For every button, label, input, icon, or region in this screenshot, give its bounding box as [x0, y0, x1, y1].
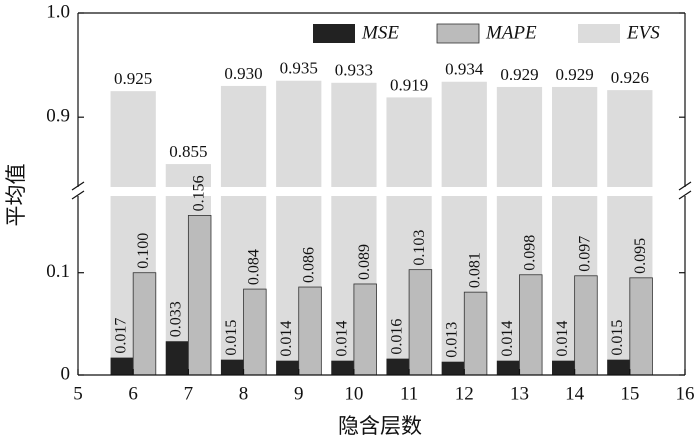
value-label: 0.016	[388, 319, 405, 355]
x-tick-label: 9	[294, 383, 304, 404]
value-label: 0.089	[356, 244, 373, 280]
x-tick-label: 6	[128, 383, 138, 404]
value-label: 0.929	[500, 65, 538, 84]
bar-evs	[552, 86, 598, 187]
bar-mape	[243, 288, 267, 376]
bar-mse	[220, 359, 244, 375]
x-tick-label: 15	[620, 383, 639, 404]
value-label: 0.014	[554, 321, 571, 357]
legend-label: MAPE	[485, 22, 537, 43]
bar-mse	[165, 341, 189, 375]
bar-mse	[441, 361, 465, 375]
value-label: 0.919	[390, 75, 428, 94]
x-tick-label: 10	[344, 383, 363, 404]
legend-swatch	[436, 23, 480, 44]
bar-evs	[386, 97, 432, 187]
bar-mape	[298, 286, 322, 376]
x-tick-label: 13	[510, 383, 529, 404]
value-label: 0.098	[521, 235, 538, 271]
legend: MSE MAPE EVS	[313, 22, 660, 44]
bar-mape	[408, 269, 433, 376]
legend-swatch	[578, 24, 620, 43]
bar-mape	[519, 274, 543, 376]
bar-evs	[607, 90, 653, 187]
bar-mape	[353, 283, 377, 376]
value-label: 0.015	[223, 320, 240, 356]
y-tick-label: 1.0	[46, 1, 70, 22]
value-label: 0.084	[246, 249, 263, 285]
value-label: 0.930	[224, 64, 262, 83]
bar-evs	[276, 80, 322, 187]
value-label: 0.934	[445, 60, 484, 79]
y-tick-label: 0.9	[46, 106, 70, 127]
bar-mse	[386, 358, 410, 375]
bar-evs	[165, 164, 211, 187]
bar-mape	[463, 291, 488, 376]
value-label: 0.935	[280, 59, 318, 78]
legend-label: EVS	[626, 22, 660, 43]
value-label: 0.926	[611, 68, 649, 87]
value-label: 0.100	[135, 233, 152, 269]
legend-label: MSE	[361, 22, 399, 43]
x-tick-label: 8	[239, 383, 249, 404]
value-label: 0.925	[114, 69, 152, 88]
value-label: 0.095	[632, 238, 649, 274]
value-label: 0.015	[609, 320, 626, 356]
bar-evs	[441, 81, 487, 187]
legend-swatch	[313, 24, 355, 43]
value-label: 0.014	[278, 321, 295, 357]
axis-break	[71, 181, 692, 200]
value-label: 0.081	[466, 252, 483, 288]
x-tick-label: 14	[565, 383, 585, 404]
x-tick-label: 11	[400, 383, 418, 404]
value-label: 0.013	[444, 322, 461, 358]
bars	[110, 80, 653, 376]
value-label: 0.933	[335, 61, 373, 80]
value-label: 0.855	[169, 142, 207, 161]
bar-evs	[496, 86, 543, 187]
bar-evs	[220, 85, 267, 187]
bar-mse	[607, 359, 630, 375]
value-label: 0.086	[301, 247, 318, 283]
x-tick-label: 12	[455, 383, 474, 404]
x-tick-label: 7	[184, 383, 194, 404]
value-label: 0.014	[333, 321, 350, 357]
value-label: 0.929	[556, 65, 594, 84]
value-label: 0.017	[113, 318, 130, 354]
value-label: 0.103	[411, 230, 428, 266]
bar-evs	[110, 91, 156, 187]
axes	[71, 12, 692, 376]
bar-mse	[496, 360, 520, 375]
bar-mape	[187, 215, 212, 376]
bar-mse	[110, 357, 134, 375]
value-label: 0.156	[190, 175, 207, 211]
x-axis-label: 隐含层数	[338, 414, 422, 438]
bar-mse	[331, 360, 354, 375]
bar-mape	[629, 277, 653, 376]
bar-mse	[552, 360, 575, 375]
bar-mape	[574, 275, 598, 376]
value-label: 0.014	[499, 321, 516, 357]
value-label: 0.033	[168, 301, 185, 337]
x-tick-label: 16	[676, 383, 695, 404]
x-tick-label: 5	[73, 383, 83, 404]
y-tick-label: 0	[61, 363, 71, 384]
bar-mape	[132, 272, 157, 376]
y-axis-label: 平均值	[4, 164, 28, 227]
bar-mse	[276, 360, 299, 375]
value-label: 0.097	[577, 236, 594, 272]
y-tick-label: 0.1	[46, 261, 70, 282]
bar-evs	[331, 82, 377, 187]
